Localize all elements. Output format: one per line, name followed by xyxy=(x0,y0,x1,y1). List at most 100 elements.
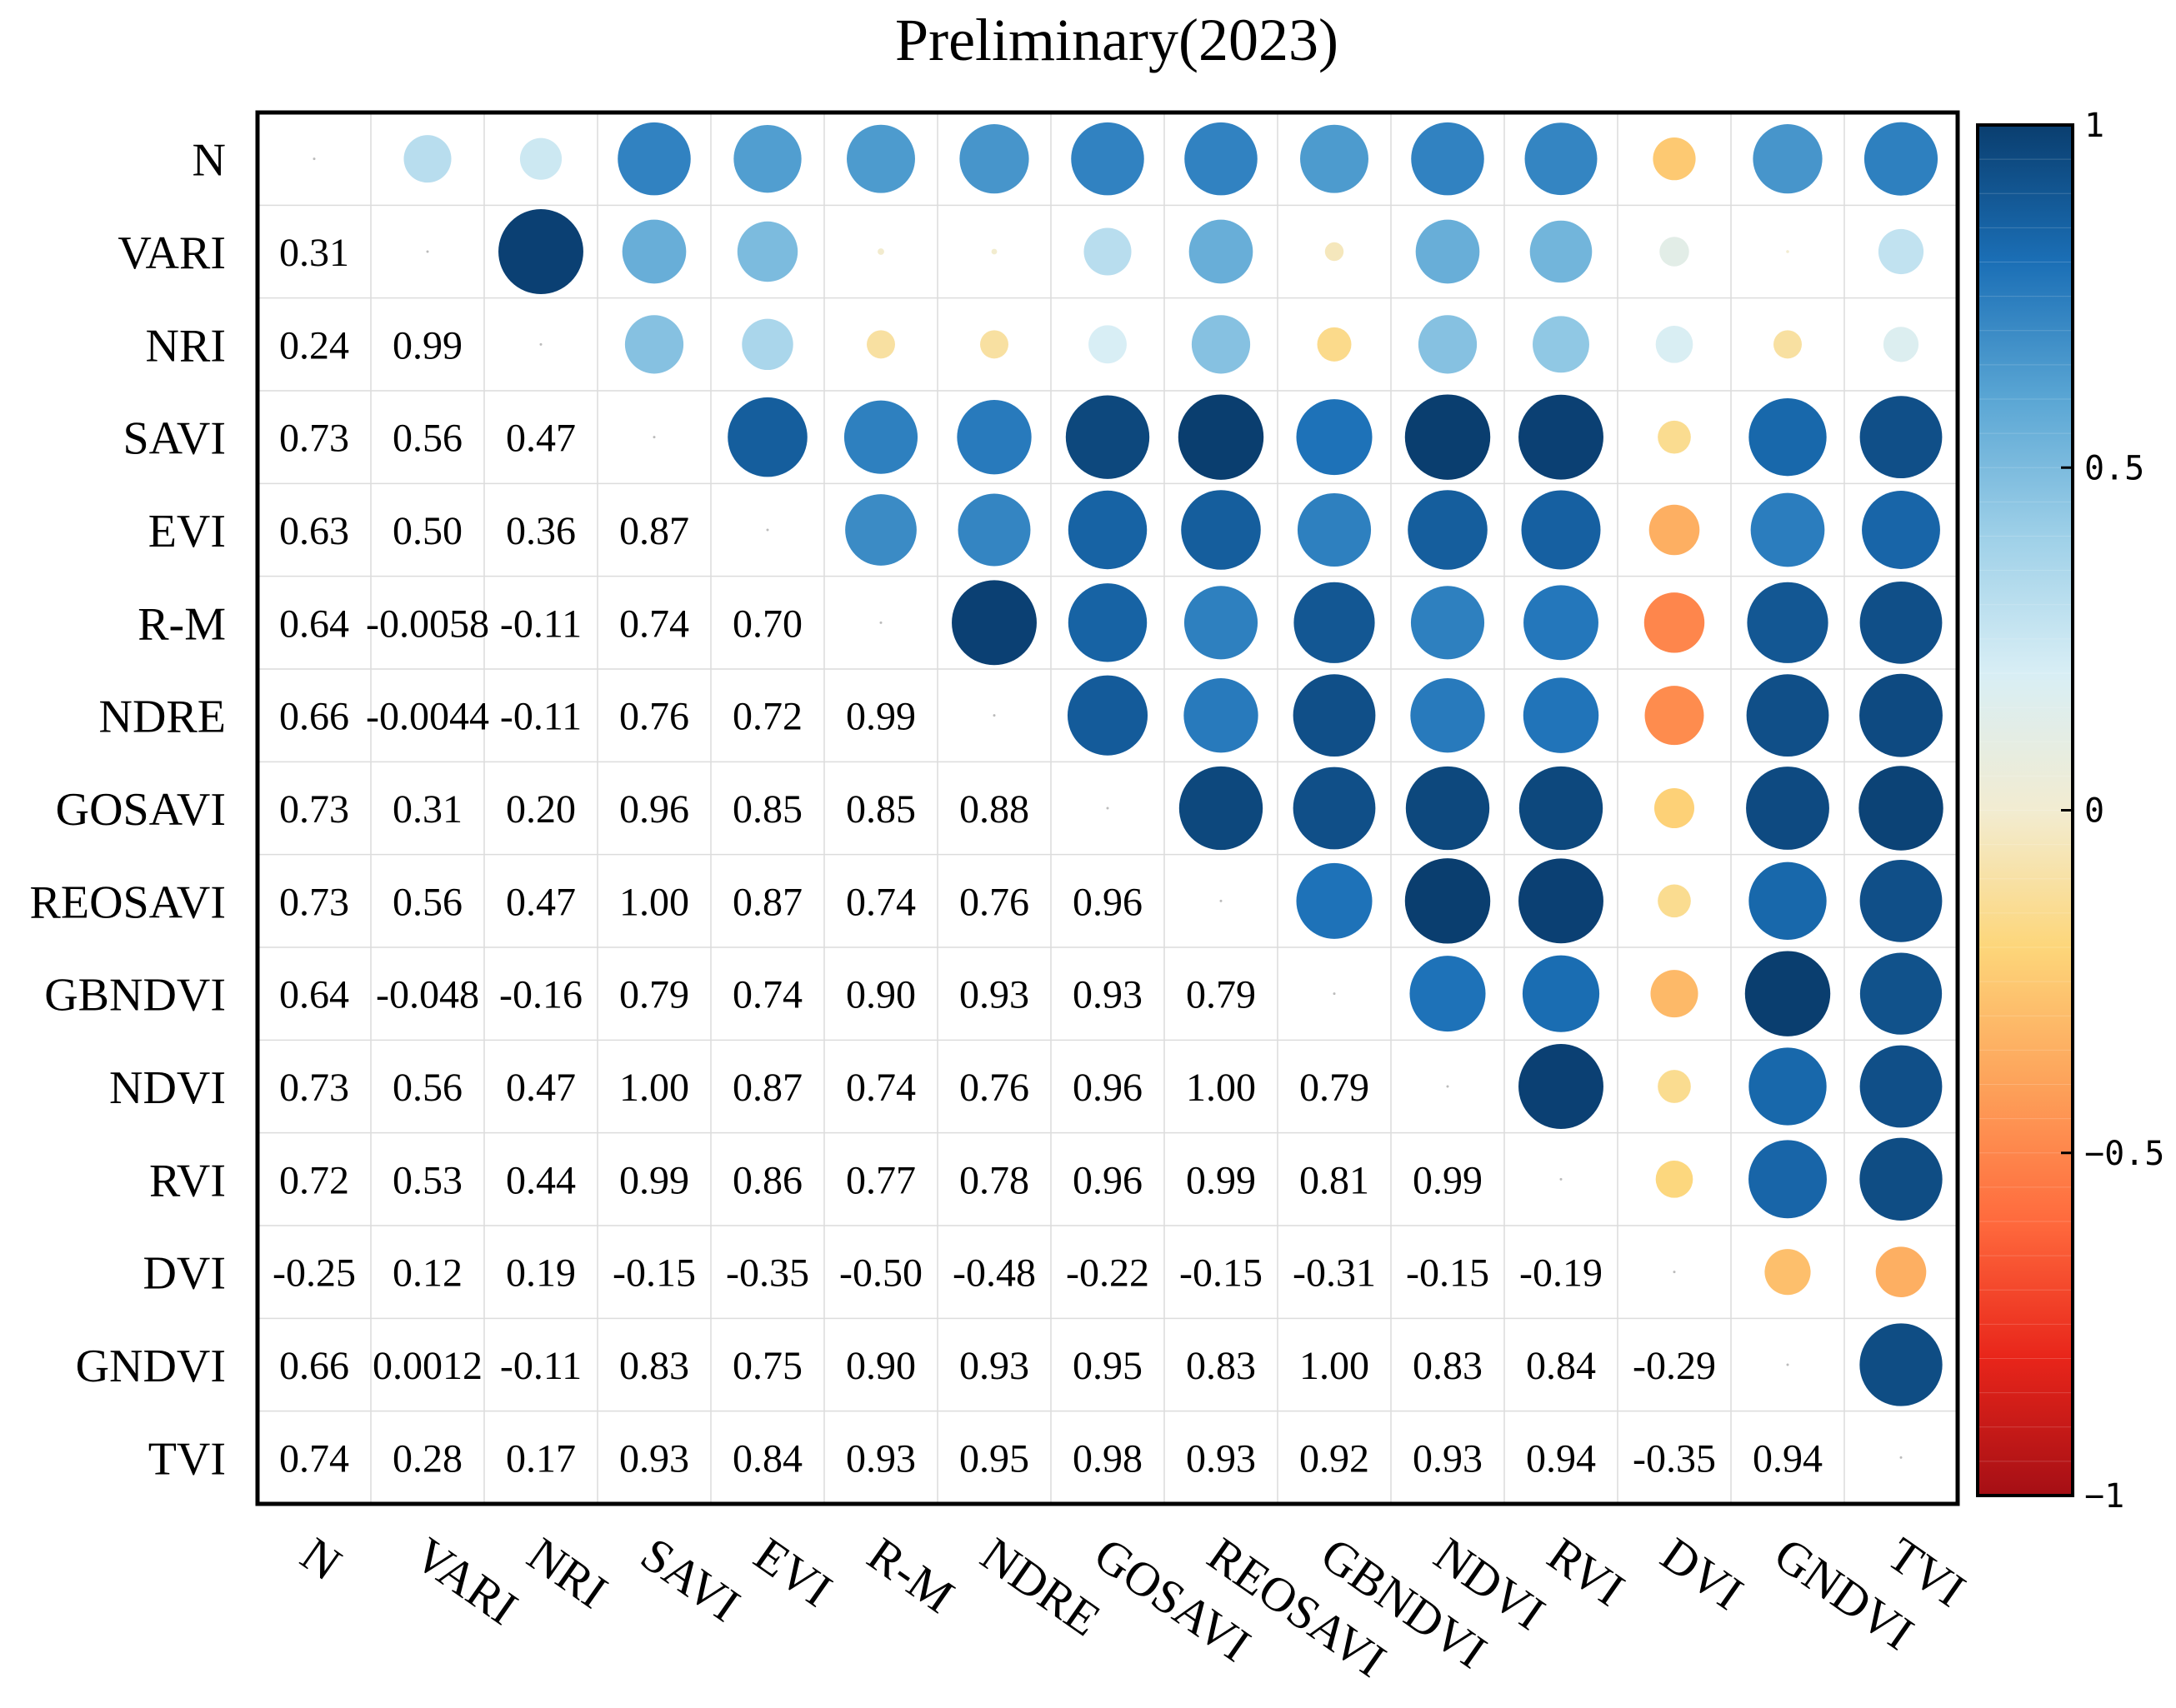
corr-circle xyxy=(1878,228,1924,275)
corr-circle xyxy=(1650,970,1698,1018)
corr-circle xyxy=(1773,330,1802,359)
row-label: NDRE xyxy=(99,692,226,743)
corr-circle xyxy=(1297,492,1372,567)
cell-value: 0.70 xyxy=(733,602,803,646)
cell-value: 0.24 xyxy=(279,323,349,367)
cell-value: 0.73 xyxy=(279,1066,349,1110)
cell-value: 0.72 xyxy=(733,695,803,739)
cell-value: 0.96 xyxy=(1073,880,1143,924)
row-label: GNDVI xyxy=(76,1341,226,1392)
cell-value: 0.66 xyxy=(279,1344,349,1388)
cell-value: 0.99 xyxy=(393,323,463,367)
diagonal-dot xyxy=(766,528,769,532)
corr-circle xyxy=(1404,858,1491,944)
cell-value: 0.74 xyxy=(619,602,689,646)
cell-value: 0.79 xyxy=(1186,973,1256,1017)
cell-value: 0.78 xyxy=(959,1158,1029,1202)
cell-value: 0.94 xyxy=(1526,1436,1596,1481)
corr-circle xyxy=(1786,250,1789,253)
cell-value: -0.50 xyxy=(839,1251,923,1296)
corr-circle xyxy=(1862,491,1940,569)
corr-circle xyxy=(1863,122,1938,196)
corr-circle xyxy=(1324,242,1344,262)
corr-circle xyxy=(1859,952,1943,1035)
corr-circle xyxy=(1748,1047,1827,1126)
colorbar-tick-label: 1 xyxy=(2084,107,2104,145)
corr-circle xyxy=(1293,674,1376,757)
cell-value: 0.90 xyxy=(846,973,916,1017)
corr-circle xyxy=(1859,673,1943,757)
corr-circle xyxy=(1409,956,1486,1032)
diagonal-dot xyxy=(1899,1456,1903,1459)
row-label: DVI xyxy=(143,1248,226,1300)
cell-value: 0.85 xyxy=(846,787,916,832)
corr-circle xyxy=(1415,219,1480,284)
column-label: NRI xyxy=(518,1526,618,1619)
corr-circle xyxy=(1746,674,1829,757)
cell-value: -0.48 xyxy=(953,1251,1036,1296)
cell-value: -0.11 xyxy=(500,1344,582,1388)
cell-value: 0.12 xyxy=(393,1251,463,1296)
cell-value: -0.15 xyxy=(1179,1251,1263,1296)
cell-value: 0.79 xyxy=(1299,1066,1369,1110)
corr-circle xyxy=(847,124,915,193)
corr-circle xyxy=(733,125,802,193)
corr-circle xyxy=(1068,583,1148,662)
corr-circle xyxy=(1178,766,1263,851)
cell-value: 0.47 xyxy=(506,417,576,461)
diagonal-dot xyxy=(1673,1271,1676,1274)
corr-circle xyxy=(1659,237,1689,267)
corr-circle xyxy=(991,248,998,255)
cell-value: -0.16 xyxy=(499,973,583,1017)
cell-value: 0.44 xyxy=(506,1158,576,1202)
corr-circle xyxy=(742,318,793,371)
cell-value: 1.00 xyxy=(1186,1066,1256,1110)
corr-circle xyxy=(957,400,1032,475)
colorbar-tick-label: 0 xyxy=(2084,792,2104,831)
diagonal-dot xyxy=(539,342,543,346)
corr-circle xyxy=(1875,1246,1927,1297)
corr-circle xyxy=(1188,219,1253,284)
corr-circle xyxy=(737,221,798,282)
corr-circle xyxy=(1643,592,1705,653)
cell-value: 0.95 xyxy=(1073,1344,1143,1388)
cell-value: 0.96 xyxy=(619,787,689,832)
corr-circle xyxy=(952,580,1037,666)
cell-value: 0.96 xyxy=(1073,1158,1143,1202)
cell-value: 0.56 xyxy=(393,417,463,461)
corr-circle xyxy=(845,494,917,566)
corr-circle xyxy=(1523,677,1599,753)
cell-value: -0.11 xyxy=(500,602,582,646)
row-label: R-M xyxy=(138,598,226,650)
corr-circle xyxy=(1065,395,1150,479)
cell-value: 0.99 xyxy=(846,695,916,739)
column-label: DVI xyxy=(1652,1526,1753,1620)
cell-value: 0.31 xyxy=(279,231,349,275)
row-labels: N VARI NRI SAVI EVI R-M NDRE GOSAVI REOSAVI GBNDV… xyxy=(30,135,226,1486)
cell-value: 0.72 xyxy=(279,1158,349,1202)
cell-value: 0.90 xyxy=(846,1344,916,1388)
corr-circle xyxy=(958,493,1031,567)
corr-circle xyxy=(1518,394,1603,480)
chart-title: Preliminary(2023) xyxy=(895,7,1338,73)
cell-value: -0.11 xyxy=(500,695,582,739)
cell-value: 0.28 xyxy=(393,1436,463,1481)
cell-value: 0.66 xyxy=(279,695,349,739)
cell-value: 0.79 xyxy=(619,973,689,1017)
corr-circle xyxy=(1883,327,1919,362)
corr-circle xyxy=(728,397,808,477)
cell-value: -0.0044 xyxy=(366,695,489,739)
cell-value: 0.93 xyxy=(1413,1436,1483,1481)
cell-value: 0.93 xyxy=(619,1436,689,1481)
cell-value: 0.83 xyxy=(1413,1344,1483,1388)
corr-circle xyxy=(959,124,1029,194)
diagonal-dot xyxy=(1559,1177,1563,1181)
corr-circle xyxy=(1523,585,1598,661)
cell-value: -0.35 xyxy=(1633,1436,1716,1481)
corr-circle xyxy=(1181,490,1261,570)
cell-value: 0.73 xyxy=(279,880,349,924)
cell-value: -0.15 xyxy=(1406,1251,1489,1296)
cell-value: -0.15 xyxy=(613,1251,696,1296)
corr-circle xyxy=(618,122,691,196)
